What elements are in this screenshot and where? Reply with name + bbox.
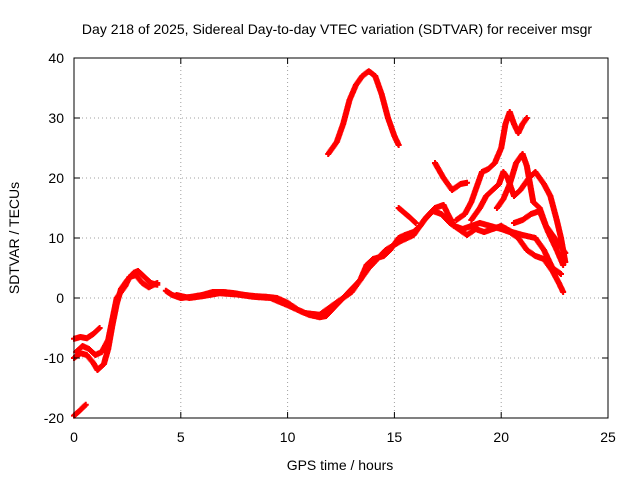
series-tail-low bbox=[71, 401, 89, 419]
y-tick-label: 40 bbox=[48, 50, 64, 66]
y-axis-label: SDTVAR / TECUs bbox=[6, 182, 22, 294]
series-late-d bbox=[511, 208, 567, 268]
axis-ticks: 0 5 10 15 20 25 -20 -10 0 10 20 30 40 bbox=[44, 50, 616, 445]
y-tick-label: -20 bbox=[44, 410, 64, 426]
y-tick-label: 20 bbox=[48, 170, 64, 186]
data-point bbox=[464, 179, 471, 186]
x-axis-label: GPS time / hours bbox=[287, 457, 394, 473]
data-point bbox=[560, 289, 567, 295]
y-tick-label: 10 bbox=[48, 230, 64, 246]
x-tick-label: 25 bbox=[600, 429, 616, 445]
data-point bbox=[96, 325, 103, 331]
data-point bbox=[154, 280, 161, 286]
y-tick-label: 0 bbox=[56, 290, 64, 306]
chart-title: Day 218 of 2025, Sidereal Day-to-day VTE… bbox=[82, 21, 592, 37]
x-tick-label: 5 bbox=[177, 429, 185, 445]
x-tick-label: 20 bbox=[493, 429, 509, 445]
series-arc-peak bbox=[325, 68, 402, 157]
series-late-a bbox=[453, 109, 530, 223]
series-late-left bbox=[395, 205, 419, 226]
data-point bbox=[523, 115, 530, 121]
x-tick-label: 15 bbox=[387, 429, 403, 445]
series-day-alt bbox=[173, 208, 565, 318]
data-point bbox=[395, 142, 402, 148]
series-late-spike bbox=[431, 160, 471, 193]
data-point bbox=[558, 271, 565, 277]
series-early-alt bbox=[73, 272, 161, 358]
x-tick-label: 10 bbox=[280, 429, 296, 445]
data-point bbox=[412, 220, 419, 226]
x-tick-label: 0 bbox=[70, 429, 78, 445]
grid-lines bbox=[74, 58, 608, 418]
data-point bbox=[82, 401, 89, 408]
data-points bbox=[71, 68, 569, 419]
data-point bbox=[562, 250, 569, 256]
data-point bbox=[560, 262, 567, 268]
y-tick-label: 30 bbox=[48, 110, 64, 126]
series-early-upper bbox=[71, 325, 103, 342]
y-tick-label: -10 bbox=[44, 350, 64, 366]
